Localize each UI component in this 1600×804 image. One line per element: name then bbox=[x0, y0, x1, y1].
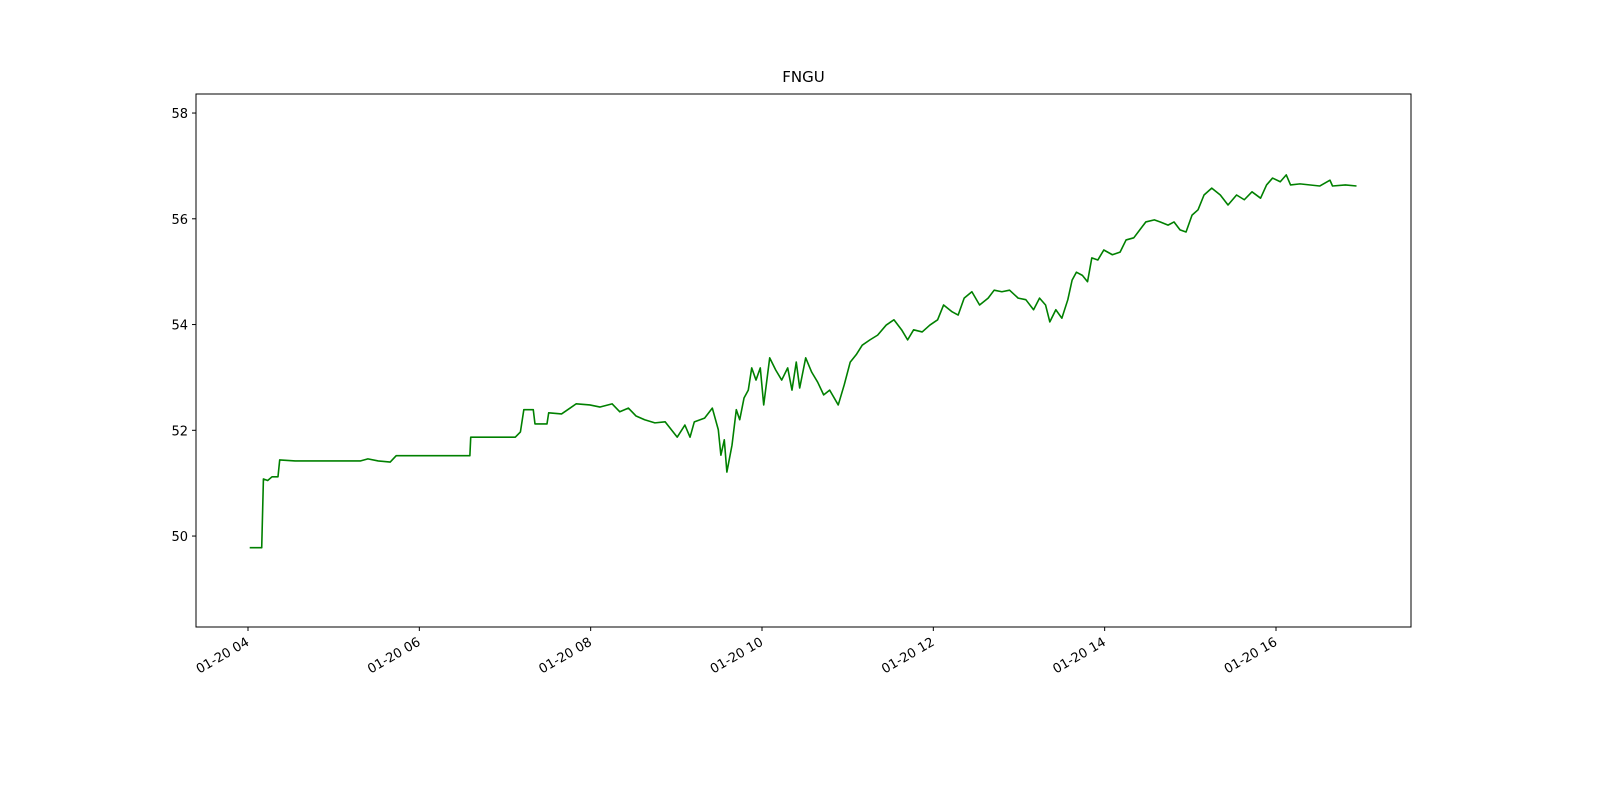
x-tick-label: 01-20 10 bbox=[708, 635, 766, 677]
x-tick-label: 01-20 06 bbox=[365, 635, 423, 677]
x-tick-label: 01-20 14 bbox=[1051, 635, 1109, 677]
y-tick-label: 50 bbox=[171, 530, 188, 545]
x-tick-label: 01-20 08 bbox=[537, 635, 595, 677]
x-tick-label: 01-20 04 bbox=[194, 635, 252, 677]
x-tick-label: 01-20 12 bbox=[879, 635, 937, 677]
y-tick-label: 58 bbox=[171, 107, 188, 122]
y-tick-label: 52 bbox=[171, 424, 188, 439]
price-line bbox=[249, 174, 1357, 549]
y-tick-label: 56 bbox=[171, 213, 188, 228]
plot-frame bbox=[195, 93, 1412, 628]
y-tick-label: 54 bbox=[171, 319, 188, 334]
x-tick-label: 01-20 16 bbox=[1222, 635, 1280, 677]
chart-title: FNGU bbox=[782, 68, 824, 86]
